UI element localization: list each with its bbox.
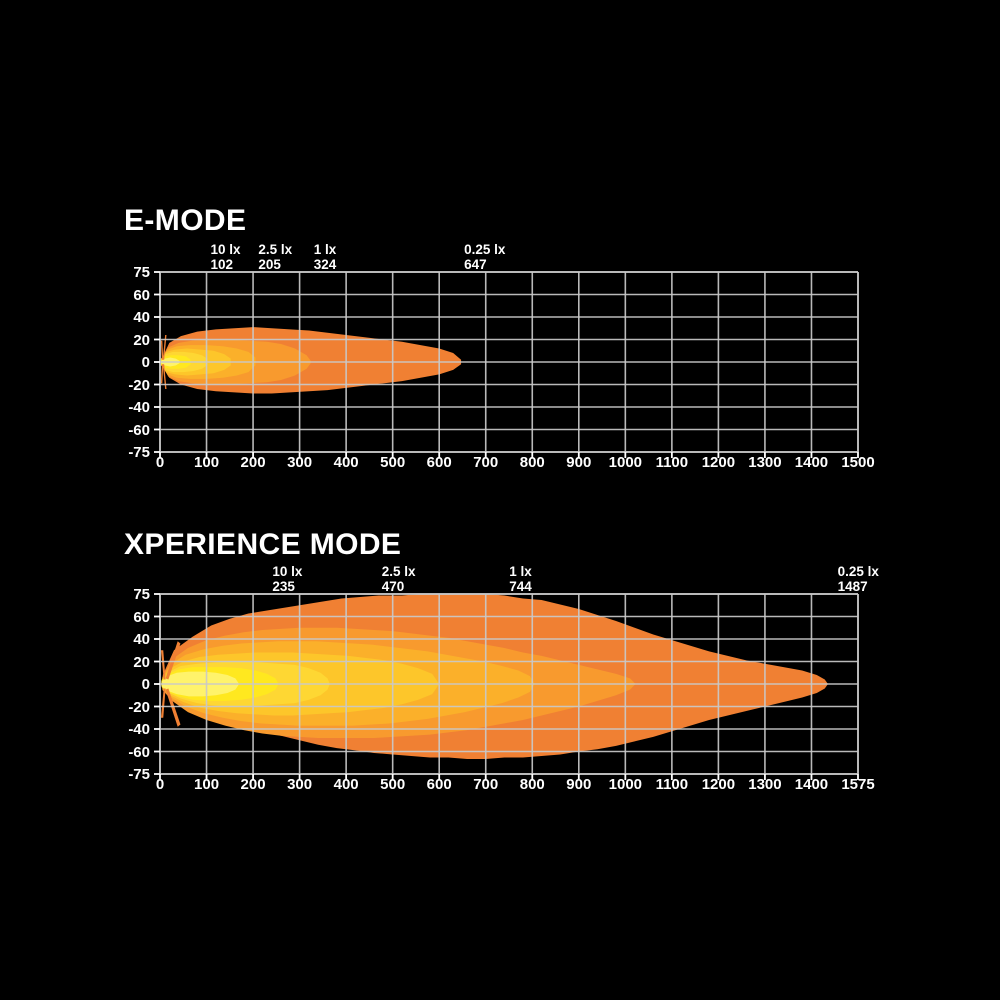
x-tick-label: 700	[473, 454, 499, 471]
lux-distance: 647	[464, 256, 487, 272]
x-tick-label: 1300	[748, 454, 782, 471]
beam-flare-spike-0	[165, 641, 181, 680]
x-tick-label: 300	[287, 454, 313, 471]
y-tick-label: 75	[133, 264, 150, 281]
y-tick-label: 20	[133, 653, 150, 671]
lux-value: 2.5 lx	[381, 564, 416, 579]
lux-marker-xperience-mode-1: 2.5 lx 470	[381, 564, 416, 594]
lux-distance: 235	[272, 578, 295, 594]
beam-group-xperience-mode	[160, 594, 828, 759]
x-tick-label: 1400	[794, 454, 829, 471]
lux-value: 1 lx	[313, 242, 337, 257]
chart-title-e-mode: E-MODE	[124, 204, 247, 237]
lux-distance: 324	[313, 256, 337, 272]
x-tick-label: 500	[380, 776, 406, 793]
lux-marker-xperience-mode-2: 1 lx 744	[509, 564, 532, 594]
plot-area-xperience-mode	[154, 593, 859, 780]
x-tick-label: 1000	[608, 776, 643, 793]
x-tick-label: 300	[287, 776, 313, 793]
y-tick-label: 40	[133, 309, 150, 326]
y-tick-label: 40	[133, 631, 150, 648]
beam-flare-spike-3	[160, 688, 166, 718]
y-tick-label: 60	[133, 608, 150, 626]
lux-distance: 744	[509, 578, 532, 594]
lux-marker-e-mode-1: 2.5 lx 205	[258, 242, 293, 272]
lux-distance: 102	[210, 256, 233, 272]
x-tick-label: 100	[194, 454, 220, 471]
grid-xperience-mode	[154, 593, 859, 780]
x-tick-label: 1400	[794, 776, 829, 793]
lux-marker-xperience-mode-3: 0.25 lx 1487	[837, 564, 879, 594]
x-tick-label: 600	[426, 776, 452, 793]
y-tick-label: 75	[133, 586, 150, 603]
x-tick-label: 800	[519, 454, 545, 471]
y-tick-label: 0	[141, 676, 150, 693]
x-tick-label: 100	[194, 776, 220, 793]
x-tick-label: 0	[155, 776, 165, 793]
lux-marker-xperience-mode-0: 10 lx 235	[272, 564, 303, 594]
x-tick-label: 200	[240, 776, 266, 793]
beam-flare-spike-1	[162, 364, 167, 389]
x-tick-label: 1500	[841, 454, 875, 471]
x-tick-label: 1100	[655, 454, 689, 471]
y-tick-label: 0	[141, 354, 150, 371]
x-tick-label: 900	[566, 776, 592, 793]
lux-value: 2.5 lx	[258, 242, 293, 257]
x-tick-label: 400	[333, 454, 359, 471]
y-tick-label: -20	[128, 376, 150, 394]
y-tick-label: -40	[128, 721, 150, 738]
beam-flare-spike-0	[162, 335, 167, 360]
x-tick-label: 1000	[608, 454, 643, 471]
beam-flare-spike-3	[160, 364, 164, 384]
x-tick-label: 1200	[701, 454, 736, 471]
y-tick-label: 60	[133, 286, 150, 304]
chart-title-xperience-mode: XPERIENCE MODE	[124, 528, 402, 561]
y-tick-label: -75	[128, 444, 150, 461]
lux-value: 0.25 lx	[837, 564, 879, 579]
y-tick-label: -40	[128, 399, 150, 416]
lux-value: 10 lx	[272, 564, 303, 579]
lux-distance: 470	[381, 578, 405, 594]
beam-flare-spike-2	[160, 340, 164, 360]
lux-value: 0.25 lx	[464, 242, 506, 257]
x-tick-label: 400	[333, 776, 359, 793]
plot-area-e-mode	[154, 271, 859, 458]
x-tick-label: 500	[380, 454, 406, 471]
y-tick-label: -75	[128, 766, 150, 783]
lux-distance: 205	[258, 256, 281, 272]
y-tick-label: -60	[128, 743, 150, 761]
x-tick-label: 600	[426, 454, 452, 471]
x-tick-label: 700	[473, 776, 499, 793]
plot-content	[154, 593, 859, 780]
x-tick-label: 200	[240, 454, 266, 471]
y-tick-label: 20	[133, 331, 150, 349]
plot-content	[154, 271, 859, 458]
lux-value: 10 lx	[210, 242, 241, 257]
x-tick-label: 0	[155, 454, 165, 471]
y-tick-label: -20	[128, 698, 150, 716]
x-tick-label: 1200	[701, 776, 736, 793]
x-tick-label: 800	[519, 776, 545, 793]
lux-marker-e-mode-3: 0.25 lx 647	[464, 242, 506, 272]
grid-e-mode	[154, 271, 859, 458]
x-tick-label: 1300	[748, 776, 782, 793]
lux-distance: 1487	[837, 578, 868, 594]
x-tick-label: 1100	[655, 776, 689, 793]
x-tick-label: 1575	[841, 776, 875, 793]
lux-marker-e-mode-0: 10 lx 102	[210, 242, 241, 272]
beam-flare-spike-2	[160, 650, 166, 680]
lux-marker-e-mode-2: 1 lx 324	[313, 242, 337, 272]
beam-flare-spike-1	[165, 688, 181, 727]
y-tick-label: -60	[128, 421, 150, 439]
x-tick-label: 900	[566, 454, 592, 471]
lux-value: 1 lx	[509, 564, 532, 579]
